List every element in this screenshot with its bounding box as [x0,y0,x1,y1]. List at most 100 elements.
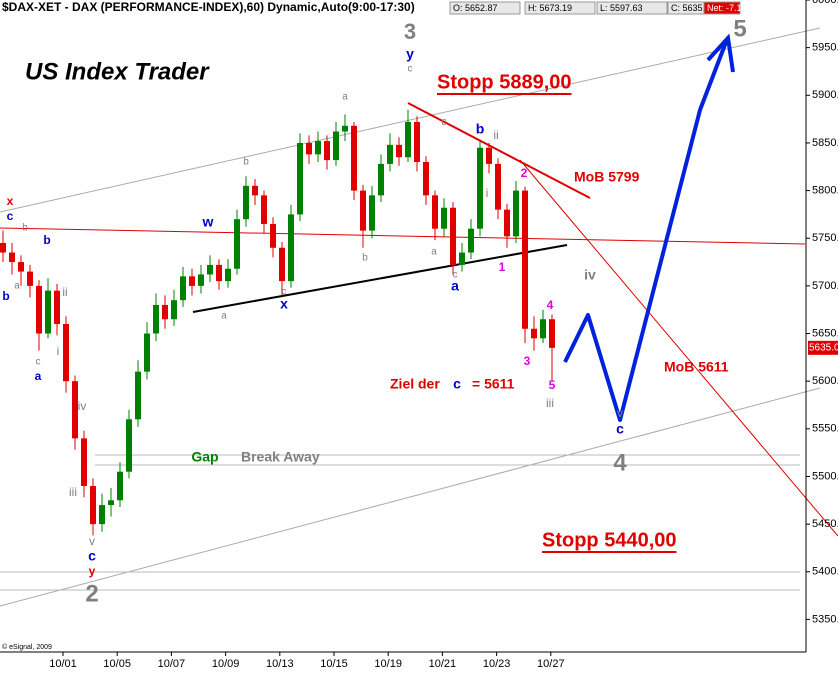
candle-body [135,371,141,420]
x-tick-label: 10/19 [374,658,402,670]
x-tick-label: 10/23 [483,658,511,670]
header-box [596,1,668,15]
footer: © eSignal, 2009 [2,643,52,651]
channel-line [0,27,821,213]
annotation: c [616,421,624,437]
annotation: a [431,247,437,258]
candle-body [477,147,483,229]
candle-body [216,264,222,282]
last-price-label: 5635.02 [809,342,838,353]
candle-body [513,190,519,237]
annotation: c [282,287,287,298]
x-tick-label: 10/27 [537,658,565,670]
candle-body [54,290,60,324]
y-tick-label: 5800.00 [812,184,838,196]
candle-body [495,163,501,210]
candle-body [99,505,105,525]
y-tick-label: 5650.00 [812,327,838,339]
annotation: b [2,289,9,303]
annotation: 2 [521,166,528,180]
candle-body [270,223,276,248]
annotation: a [35,369,42,383]
annotation: 4 [547,298,554,312]
candle-body [27,271,33,286]
candle-body [81,438,87,486]
annotation: i [57,344,60,358]
annotation: Stopp 5889,00 [437,71,572,93]
candle-body [36,285,42,334]
candle-body [369,195,375,231]
candle-body [351,125,357,191]
trend-line [519,159,838,537]
candle-body [288,214,294,282]
annotation: i [486,186,489,200]
candle-body [126,419,132,472]
channel-line [0,387,821,607]
annotation: 3 [524,354,531,368]
trend-line [407,102,591,199]
candle-body [423,162,429,196]
annotation: c [36,357,41,368]
annotation: 5 [733,15,746,42]
header-value: H: 5673.19 [528,3,572,13]
annotation: c [408,64,413,75]
header-value: Net: -7.14 [707,3,747,13]
annotation: ii [62,285,67,299]
annotation: 3 [404,19,416,44]
x-tick-label: 10/15 [320,658,348,670]
annotation: Stopp 5440,00 [542,529,677,551]
annotation: c [441,116,447,128]
candle-body [342,125,348,132]
candle-body [225,268,231,282]
annotation: = 5611 [472,376,515,392]
candle-body [153,304,159,334]
annotation: a [221,311,227,322]
y-tick-label: 5950.00 [812,42,838,54]
header-box [703,1,741,15]
candle-body [279,247,285,282]
candle-body [198,274,204,286]
y-tick-label: 5450.00 [812,518,838,530]
drawing-lines [0,27,838,607]
candle-body [360,190,366,231]
candle-body [459,252,465,265]
candle-body [207,264,213,275]
header-value: C: 5635.02 [671,3,715,13]
candle-body [108,500,114,506]
annotation: Break Away [241,449,320,465]
annotation: c [7,209,14,223]
annotation: x [7,194,14,208]
annotation: w [202,214,214,230]
candle-body [18,262,24,272]
last-price-box [808,340,838,355]
annotation: iv [584,267,596,283]
candle-body [45,290,51,334]
y-tick-label: 5550.00 [812,423,838,435]
annotation: iv [78,399,87,413]
candle-body [234,219,240,269]
candle-body [504,209,510,237]
candle-body [297,142,303,215]
candle-body [432,195,438,229]
header-title: $DAX-XET - DAX (PERFORMANCE-INDEX),60) D… [2,0,415,14]
candle-body [315,141,321,155]
candle-body [117,471,123,501]
candle-body [387,144,393,164]
annotation: y [406,46,414,62]
candle-body [486,147,492,164]
candle-body [549,319,555,348]
y-tick-label: 5350.00 [812,613,838,625]
candle-body [180,276,186,301]
x-tick-label: 10/21 [429,658,457,670]
annotation: b [243,157,249,168]
annotation: b [43,233,50,247]
candle-body [0,243,6,253]
annotation: v [89,534,95,548]
y-tick-label: 6000.00 [812,0,838,6]
candle-body [261,195,267,224]
x-tick-label: 10/09 [212,658,240,670]
projection-arrow [706,33,735,73]
annotation: c [88,548,96,564]
candle-body [405,121,411,158]
